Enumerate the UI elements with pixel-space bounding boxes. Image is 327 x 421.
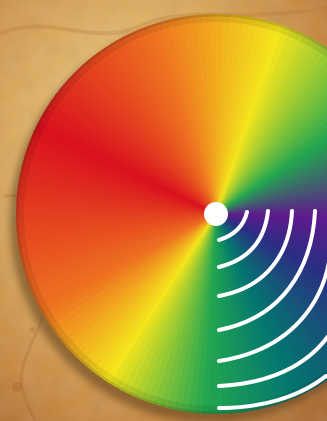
parchment-spot [29,327,35,333]
wheel-hub [204,202,228,226]
parchment-spot [12,382,22,392]
